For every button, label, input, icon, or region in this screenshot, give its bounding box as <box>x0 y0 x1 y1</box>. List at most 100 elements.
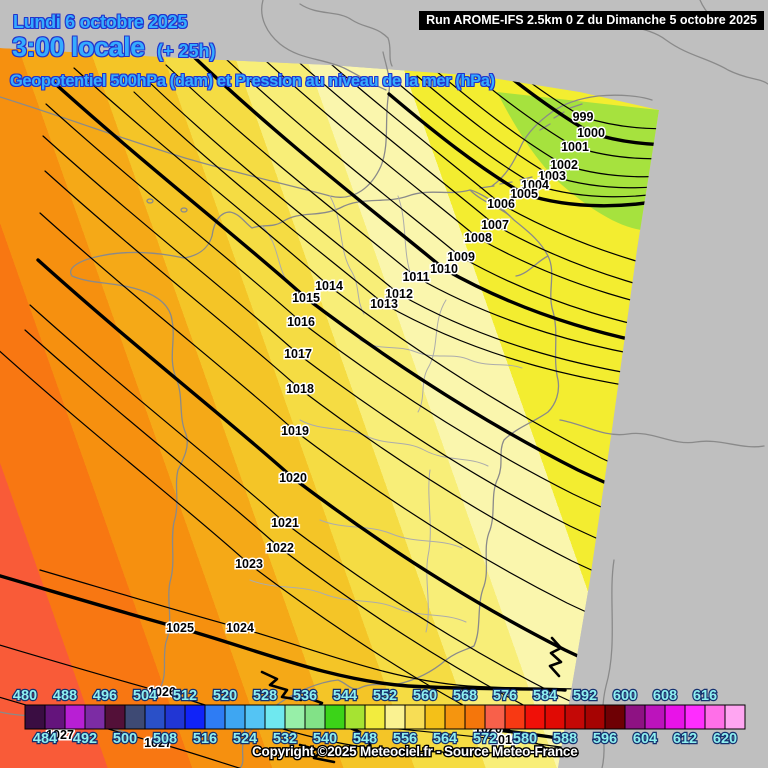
geopotential-green-patch <box>497 92 659 230</box>
england-estuary <box>299 3 393 67</box>
isobar-label: 1014 <box>315 279 343 293</box>
colorbar-cell <box>84 704 106 730</box>
colorbar-cell <box>344 704 366 730</box>
isobar-label: 1003 <box>538 169 566 183</box>
channel-island <box>180 207 188 213</box>
forecast-date: Lundi 6 octobre 2025 <box>13 12 188 32</box>
isobar-line <box>399 84 659 198</box>
colorbar-label: 516 <box>193 731 217 747</box>
colorbar-label: 592 <box>573 688 597 704</box>
colorbar-label: 596 <box>593 731 617 747</box>
isobar-label: 1001 <box>561 140 589 154</box>
isobar-line <box>148 81 659 387</box>
isobar-line <box>428 64 659 178</box>
isobar-line <box>192 55 659 363</box>
colorbar-label: 620 <box>713 731 737 747</box>
colorbar-label: 504 <box>133 688 157 704</box>
colorbar-cell <box>184 704 206 730</box>
colorbar-cell <box>584 704 606 730</box>
colorbar-label: 600 <box>613 688 637 704</box>
isobar-label: 1009 <box>447 250 475 264</box>
germany-border-gray <box>559 419 765 448</box>
colorbar-cell <box>24 704 46 730</box>
isobar-label: 1019 <box>281 424 309 438</box>
colorbar-cell <box>544 704 566 730</box>
isobar-line <box>45 103 647 526</box>
colorbar-label: 532 <box>273 731 297 747</box>
colorbar-label: 520 <box>213 688 237 704</box>
copyright-text: Copyright ©2025 Meteociel.fr - Source Me… <box>252 744 578 759</box>
isobar-label: 1024 <box>226 621 254 635</box>
colorbar-label: 612 <box>673 731 697 747</box>
isobar-label: 1011 <box>402 270 429 284</box>
isobar-line <box>439 48 659 160</box>
england-coast-gray <box>261 0 387 91</box>
colorbar-cell <box>44 704 66 730</box>
isobar-label: 1021 <box>271 516 299 530</box>
colorbar-cell <box>384 704 406 730</box>
colorbar-cell <box>704 704 726 730</box>
colorbar-label: 524 <box>233 731 257 747</box>
geopotential-band-fill <box>0 48 659 768</box>
colorbar-cell <box>564 704 586 730</box>
isobar-label: 1010 <box>430 262 458 276</box>
colorbar-label: 496 <box>93 688 117 704</box>
colorbar-label: 576 <box>493 688 517 704</box>
colorbar-label: 588 <box>553 731 577 747</box>
colorbar-cell <box>624 704 646 730</box>
isobar-label: 1012 <box>385 287 413 301</box>
isobar-label: 1006 <box>487 197 515 211</box>
forecast-time: 3:00 locale <box>12 32 145 62</box>
colorbar-cell <box>424 704 446 730</box>
isobar-line <box>165 64 659 370</box>
isobar-line <box>244 48 659 318</box>
colorbar-cell <box>644 704 666 730</box>
isobar-label: 1018 <box>286 382 314 396</box>
colorbar: 480 488 496 504 512 520 528 536 544 552 560 568 576 5… <box>12 687 746 748</box>
colorbar-label: 604 <box>633 731 657 747</box>
isobar-label: 1020 <box>279 471 307 485</box>
isobar-line <box>0 568 567 692</box>
colorbar-label: 584 <box>533 688 557 704</box>
colorbar-cell <box>244 704 266 730</box>
colorbar-cell <box>684 704 706 730</box>
colorbar-label: 536 <box>293 688 317 704</box>
isobar-label: 1002 <box>550 158 578 172</box>
belgium-border-stub <box>469 189 549 277</box>
colorbar-label: 580 <box>513 731 537 747</box>
colorbar-label: 488 <box>53 688 77 704</box>
colorbar-label: 556 <box>393 731 417 747</box>
isobar-line <box>49 78 653 503</box>
colorbar-cell <box>264 704 286 730</box>
channel-island <box>146 198 154 204</box>
isobar-line <box>416 75 659 189</box>
colorbar-label: 480 <box>13 688 37 704</box>
isobar-line <box>210 48 659 350</box>
colorbar-cell <box>324 704 346 730</box>
italy-border-gray <box>601 559 615 768</box>
isobar-line <box>227 48 659 331</box>
colorbar-cell <box>364 704 386 730</box>
isobar-label: 999 <box>573 110 594 124</box>
colorbar-label: 544 <box>333 688 357 704</box>
colorbar-cell <box>464 704 486 730</box>
isobar-label: 1008 <box>464 231 492 245</box>
colorbar-cell <box>724 704 746 730</box>
colorbar-cell <box>64 704 86 730</box>
isobar-line <box>387 92 659 208</box>
isobar-label: 1004 <box>521 178 549 192</box>
colorbar-label: 512 <box>173 688 197 704</box>
isobar-label: 1027 <box>46 728 74 742</box>
colorbar-cell <box>224 704 246 730</box>
colorbar-label: 608 <box>653 688 677 704</box>
france-coast-borders <box>70 189 560 739</box>
isobar-label: 1015 <box>292 291 320 305</box>
isobar-label: 1019 <box>491 733 519 747</box>
isobar-label: 1027 <box>144 736 172 750</box>
colorbar-cell <box>144 704 166 730</box>
isobar-label: 1007 <box>481 218 509 232</box>
colorbar-cell <box>284 704 306 730</box>
